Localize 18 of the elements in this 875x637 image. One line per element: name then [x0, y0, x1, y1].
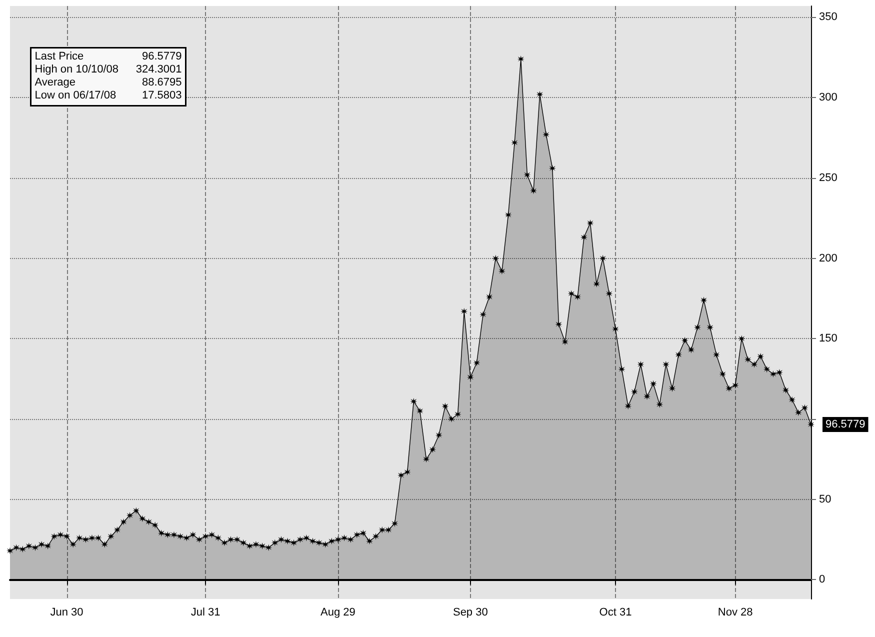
y-tick-label: 0 — [819, 574, 826, 586]
text: Low on 06/17/08 17.5803 — [34, 89, 182, 102]
data-label: 96.5779 — [826, 418, 866, 431]
x-tick-label: Nov 28 — [718, 606, 753, 618]
x-tick-label: Sep 30 — [452, 606, 488, 618]
y-tick-label: 50 — [819, 493, 832, 506]
text: High on 10/10/08 324.3001 — [34, 63, 182, 76]
y-tick-label: 200 — [819, 252, 838, 264]
x-tick-label: Aug 29 — [320, 606, 356, 618]
y-tick-label: 300 — [819, 92, 838, 104]
x-tick-label: Oct 31 — [599, 606, 632, 618]
text: Average 88.6795 — [34, 76, 182, 88]
text: Last Price 96.5779 — [34, 50, 182, 62]
x-tick-label: Jun 30 — [50, 606, 84, 618]
y-tick-label: 250 — [819, 172, 838, 184]
y-tick-label: 150 — [819, 332, 838, 345]
y-tick-label: 350 — [819, 11, 838, 24]
x-tick-label: Jul 31 — [190, 606, 220, 618]
